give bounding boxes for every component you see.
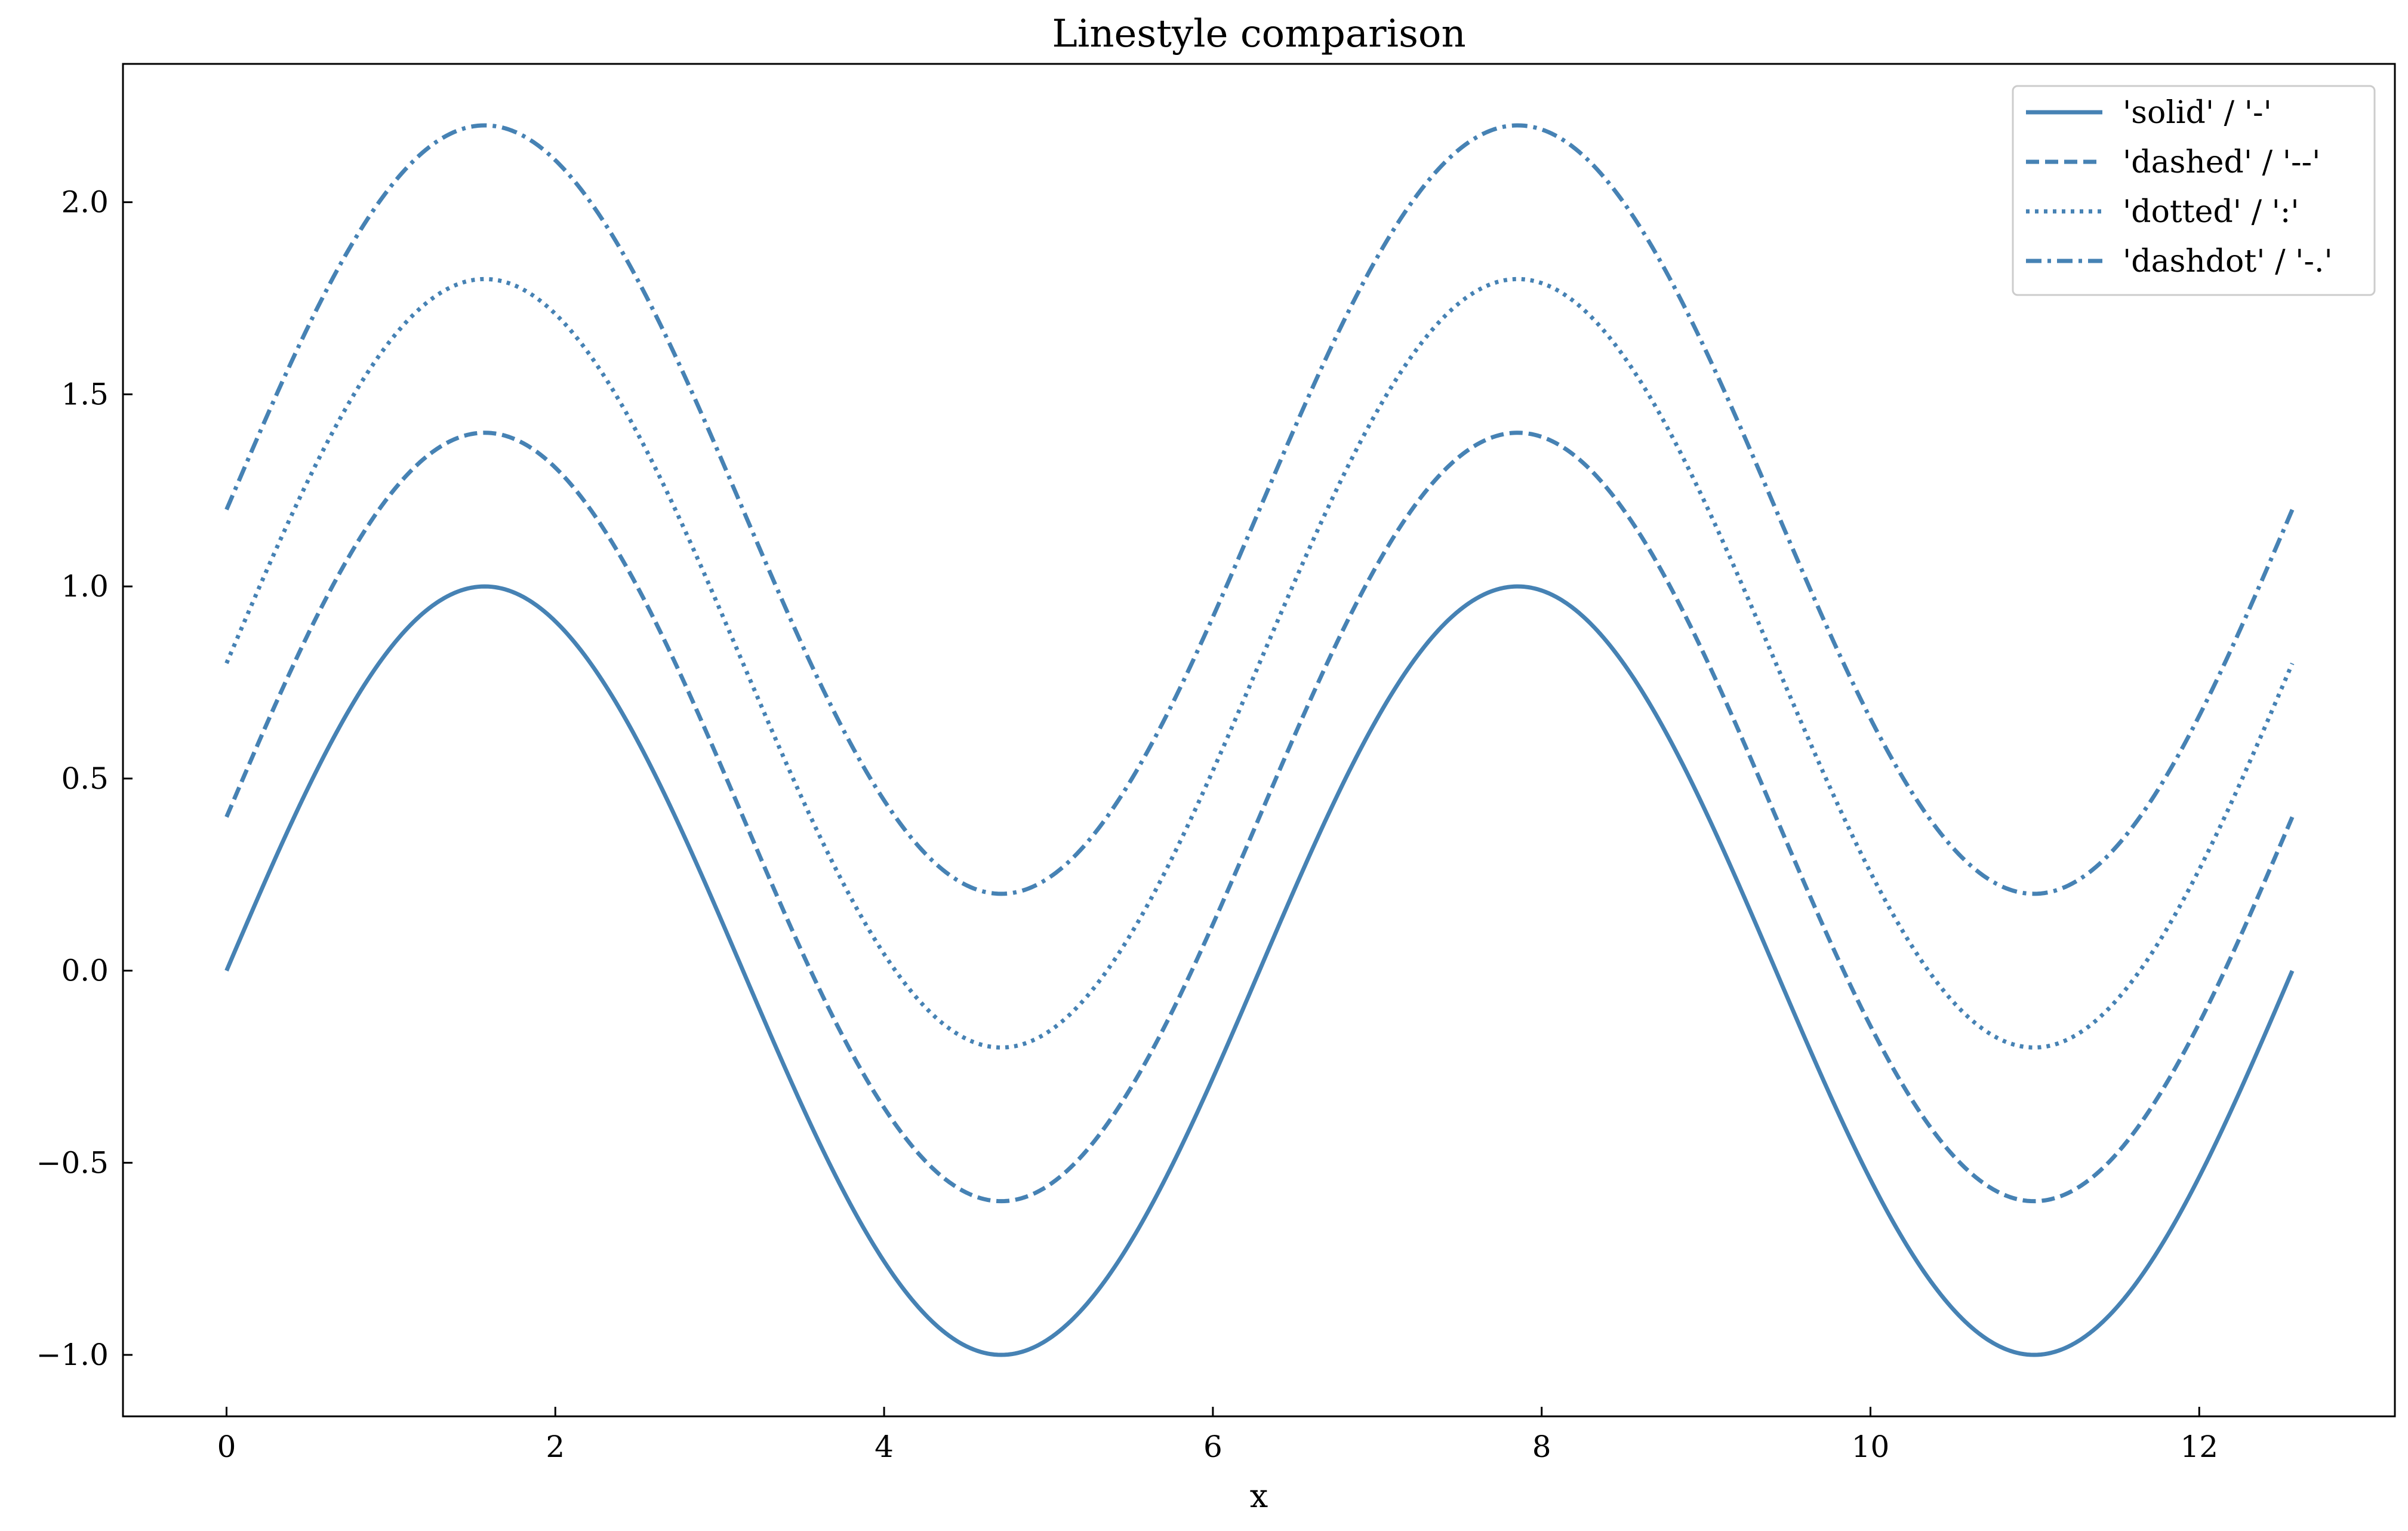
series-line-dotted xyxy=(224,276,2295,1050)
y-tick-label: 1.5 xyxy=(61,377,109,411)
x-tick-label: 10 xyxy=(1852,1429,1890,1464)
series-line-solid xyxy=(224,584,2295,1357)
legend-label: 'dashdot' / '-.' xyxy=(2123,244,2333,279)
y-tick-label: 1.0 xyxy=(61,569,109,604)
x-tick-label: 2 xyxy=(546,1429,565,1464)
y-tick-label: −0.5 xyxy=(36,1145,109,1180)
y-tick-label: 0.0 xyxy=(61,954,109,988)
plot-frame xyxy=(122,63,2396,1418)
y-axis-ticks: −1.0 −0.5 0.0 0.5 1.0 1.5 2.0 xyxy=(36,185,133,1372)
legend-label: 'dashed' / '--' xyxy=(2123,145,2320,180)
legend-label: 'dotted' / ':' xyxy=(2123,194,2299,230)
x-tick-label: 6 xyxy=(1203,1429,1223,1464)
legend-box xyxy=(2012,85,2376,296)
series-lines xyxy=(224,123,2295,1357)
x-tick-label: 12 xyxy=(2180,1429,2218,1464)
x-tick-label: 8 xyxy=(1532,1429,1551,1464)
legend: 'solid' / '-' 'dashed' / '--' 'dotted' / '… xyxy=(2012,85,2376,296)
y-tick-label: 0.5 xyxy=(61,761,109,796)
series-line-dashdot xyxy=(224,123,2295,896)
x-tick-label: 4 xyxy=(874,1429,894,1464)
legend-label: 'solid' / '-' xyxy=(2123,95,2272,131)
y-tick-label: −1.0 xyxy=(36,1338,109,1372)
chart-title: Linestyle comparison xyxy=(1052,12,1465,56)
x-axis-label: x xyxy=(1250,1477,1268,1515)
x-tick-label: 0 xyxy=(217,1429,236,1464)
y-tick-label: 2.0 xyxy=(61,185,109,220)
x-axis-ticks: 0 2 4 6 8 10 12 xyxy=(217,1407,2218,1464)
series-line-dashed xyxy=(224,431,2295,1204)
